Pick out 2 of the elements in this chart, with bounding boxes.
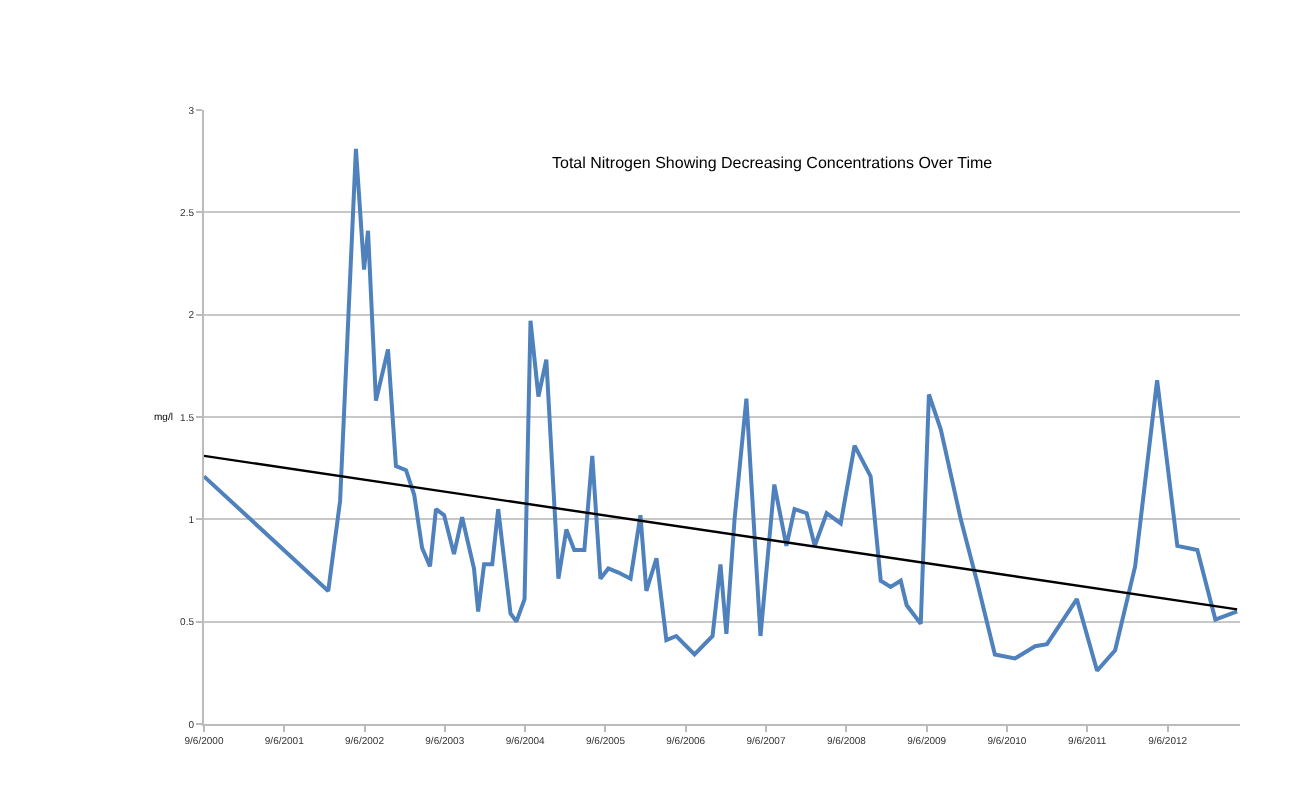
- text: Total Nitrogen Showing Decreasing Concentrations Over Time: [552, 154, 994, 172]
- line-series: [204, 146, 1240, 673]
